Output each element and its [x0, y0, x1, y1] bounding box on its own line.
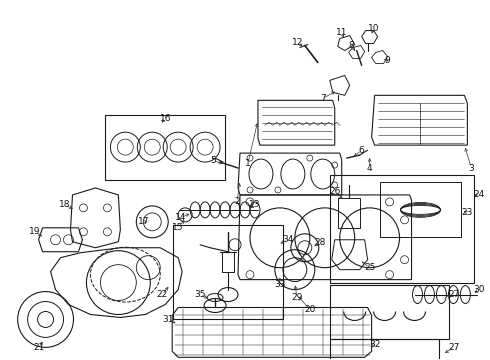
Text: 34: 34: [282, 235, 294, 244]
Text: 6: 6: [359, 145, 365, 154]
Text: 1: 1: [245, 158, 251, 167]
Text: 30: 30: [473, 285, 485, 294]
Text: 28: 28: [314, 238, 325, 247]
Text: 7: 7: [320, 94, 326, 103]
Text: 11: 11: [336, 28, 347, 37]
Text: 17: 17: [138, 217, 149, 226]
Text: 19: 19: [29, 227, 40, 236]
Text: 12: 12: [292, 38, 303, 47]
Text: 22: 22: [157, 290, 168, 299]
Text: 35: 35: [195, 290, 206, 299]
Text: 14: 14: [174, 213, 186, 222]
Text: 33: 33: [274, 280, 286, 289]
Text: 23: 23: [462, 208, 473, 217]
Bar: [173, 225, 283, 319]
Text: 31: 31: [163, 315, 174, 324]
Text: 2: 2: [234, 197, 240, 206]
Bar: [330, 339, 440, 360]
Text: 16: 16: [159, 114, 171, 123]
Text: 21: 21: [33, 343, 44, 352]
Bar: [330, 285, 449, 339]
Text: 10: 10: [368, 24, 379, 33]
Text: 4: 4: [367, 163, 372, 172]
Bar: [105, 115, 225, 180]
Bar: [380, 182, 462, 237]
Text: 5: 5: [210, 156, 216, 165]
Text: 3: 3: [468, 163, 474, 172]
Text: 25: 25: [364, 263, 375, 272]
Text: 18: 18: [59, 201, 70, 210]
Text: 27: 27: [449, 343, 460, 352]
Text: 15: 15: [172, 223, 184, 232]
Text: 26: 26: [329, 188, 341, 197]
Bar: [222, 252, 234, 272]
Text: 29: 29: [291, 293, 302, 302]
Text: 32: 32: [369, 340, 380, 349]
Text: 9: 9: [385, 56, 391, 65]
Text: 27: 27: [449, 290, 460, 299]
Text: 20: 20: [304, 305, 316, 314]
Text: 13: 13: [249, 201, 261, 210]
Text: 8: 8: [349, 41, 355, 50]
Text: 24: 24: [474, 190, 485, 199]
Bar: [330, 175, 474, 283]
Bar: [338, 198, 360, 228]
